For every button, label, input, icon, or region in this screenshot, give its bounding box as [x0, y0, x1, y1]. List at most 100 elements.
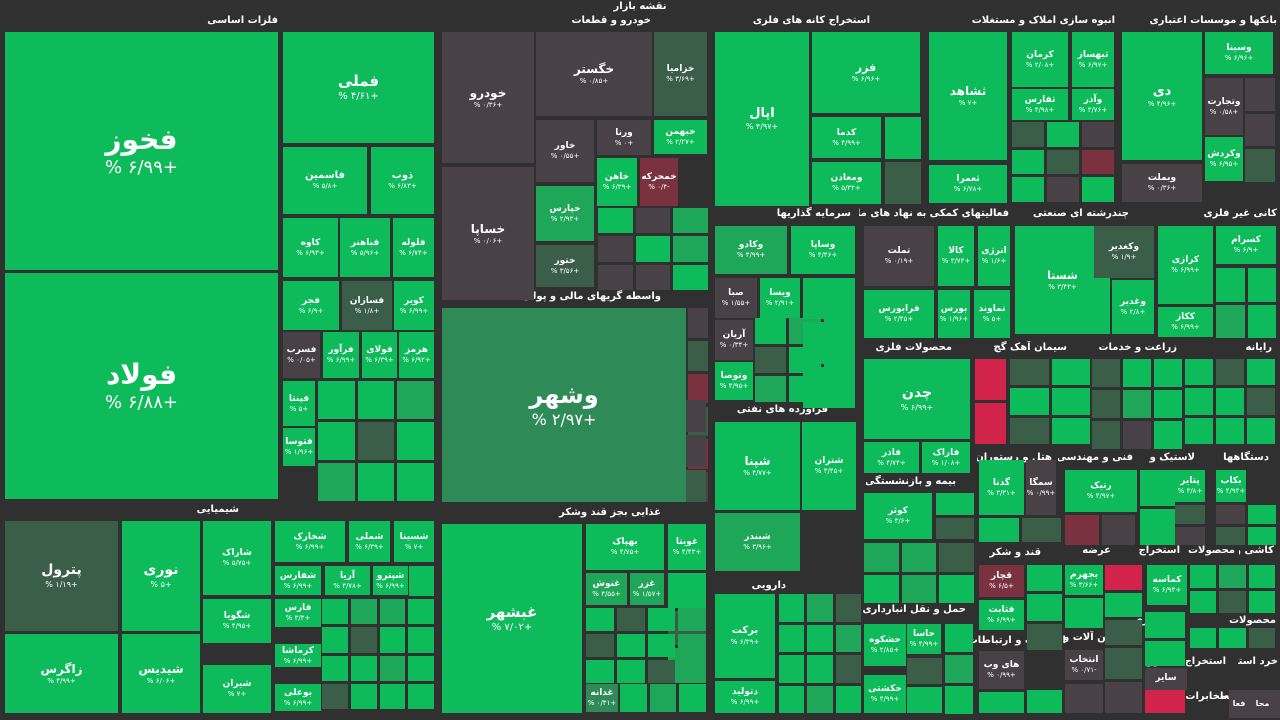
tile-فاراک[interactable]: فاراک +۱/۰۸ %: [922, 442, 970, 473]
tile-بوعلی[interactable]: بوعلی +۶/۹۹ %: [275, 684, 321, 711]
tile-small[interactable]: [979, 518, 1019, 542]
tile-ثفارس[interactable]: ثفارس +۴/۹۸ %: [1012, 89, 1068, 120]
tile-وشهر[interactable]: وشهر +۲/۹۷ %: [442, 308, 686, 502]
tile-شملی[interactable]: شملی +۶/۳۹ %: [349, 521, 390, 562]
tile-small[interactable]: [649, 684, 677, 712]
tile-وتجارت[interactable]: وتجارت +۰/۵۸ %: [1205, 78, 1243, 135]
tile-small[interactable]: [1047, 149, 1079, 175]
tile-پترول[interactable]: پترول +۱/۱۹ %: [5, 521, 118, 631]
tile-small[interactable]: [1092, 421, 1120, 449]
tile-فاسمین[interactable]: فاسمین +۵/۸ %: [283, 147, 367, 214]
tile-small[interactable]: [678, 634, 706, 657]
tile-small[interactable]: [1027, 690, 1062, 713]
tile-small[interactable]: [1145, 612, 1185, 638]
tile-small[interactable]: [1012, 177, 1044, 202]
tile-رتیک[interactable]: رتیک +۴/۹۷ %: [1065, 470, 1137, 512]
tile-small[interactable]: [1247, 417, 1275, 444]
tile-شاراک[interactable]: شاراک +۵/۷۵ %: [203, 521, 271, 595]
tile-small[interactable]: [379, 627, 406, 653]
tile-دی[interactable]: دی +۴/۹۶ %: [1122, 32, 1202, 160]
tile-وتوصا[interactable]: وتوصا +۴/۹۵ %: [715, 362, 753, 400]
tile-small[interactable]: [322, 627, 348, 653]
tile-small[interactable]: [807, 655, 833, 683]
tile-small[interactable]: [939, 543, 974, 572]
tile-فسرب[interactable]: فسرب +۰/۰۵ %: [283, 332, 320, 378]
tile-small[interactable]: [1123, 390, 1151, 418]
tile-small[interactable]: [803, 366, 855, 408]
tile-کماسه[interactable]: کماسه +۶/۹۴ %: [1147, 565, 1187, 605]
tile-small[interactable]: [1219, 590, 1246, 613]
tile-تماوند[interactable]: تماوند +۵ %: [974, 290, 1010, 338]
tile-غزر[interactable]: غزر +۱/۵۷ %: [630, 573, 664, 605]
tile-small[interactable]: [1051, 388, 1090, 415]
tile-فملی[interactable]: فملی +۴/۶۱ %: [283, 32, 434, 143]
tile-small[interactable]: [907, 687, 942, 713]
tile-small[interactable]: [1190, 590, 1217, 613]
tile-small[interactable]: [779, 655, 805, 683]
tile-خودرو[interactable]: خودرو +۰/۳۶ %: [442, 32, 534, 163]
tile-small[interactable]: [408, 655, 434, 681]
tile-small[interactable]: [1140, 470, 1175, 506]
tile-small[interactable]: [1065, 684, 1103, 713]
tile-small[interactable]: [1092, 390, 1120, 418]
tile-ککاز[interactable]: ککاز +۶/۹۹ %: [1158, 307, 1213, 337]
tile-small[interactable]: [1216, 505, 1245, 524]
tile-ثبهساز[interactable]: ثبهساز +۶/۹۷ %: [1072, 32, 1114, 87]
tile-محا[interactable]: محا: [1245, 690, 1280, 718]
tile-small[interactable]: [586, 608, 614, 631]
tile-صبا[interactable]: صبا +۱/۵۵ %: [715, 278, 757, 318]
tile-خاهن[interactable]: خاهن +۶/۳۹ %: [597, 158, 637, 206]
tile-فرآور[interactable]: فرآور +۶/۹۹ %: [323, 332, 359, 378]
tile-small[interactable]: [755, 376, 787, 402]
tile-پتایر[interactable]: پتایر +۳/۸ %: [1175, 470, 1205, 502]
tile-small[interactable]: [1175, 505, 1205, 524]
tile-small[interactable]: [1027, 594, 1062, 621]
tile-فلوله[interactable]: فلوله +۶/۷۴ %: [393, 218, 434, 277]
tile-small[interactable]: [408, 599, 434, 625]
tile-small[interactable]: [1012, 149, 1044, 175]
tile-small[interactable]: [322, 655, 348, 681]
tile-فسازان[interactable]: فسازان +۱/۸ %: [342, 281, 392, 330]
tile-small[interactable]: [616, 634, 645, 657]
tile-small[interactable]: [945, 686, 973, 714]
tile-small[interactable]: [673, 264, 708, 290]
tile-چدن[interactable]: چدن +۶/۹۹ %: [864, 359, 970, 439]
tile-small[interactable]: [616, 660, 645, 683]
tile-کسرام[interactable]: کسرام +۶/۹ %: [1216, 226, 1276, 264]
tile-کرمان[interactable]: کرمان +۲/۰۸ %: [1012, 32, 1068, 87]
tile-small[interactable]: [357, 422, 395, 460]
tile-خبهمن[interactable]: خبهمن +۲/۲۷ %: [654, 120, 707, 154]
tile-small[interactable]: [835, 685, 861, 713]
tile-small[interactable]: [1219, 565, 1246, 588]
tile-ومعادن[interactable]: ومعادن +۵/۳۲ %: [812, 162, 881, 204]
tile-small[interactable]: [1185, 417, 1213, 444]
tile-small[interactable]: [803, 322, 855, 364]
tile-small[interactable]: [1190, 565, 1217, 588]
tile-small[interactable]: [939, 574, 974, 603]
tile-small[interactable]: [1027, 623, 1062, 650]
tile-small[interactable]: [1216, 526, 1245, 545]
tile-وکردش[interactable]: وکردش +۶/۹۵ %: [1205, 137, 1243, 181]
tile-small[interactable]: [688, 340, 708, 371]
tile-small[interactable]: [673, 208, 708, 234]
tile-small[interactable]: [1105, 592, 1142, 618]
tile-small[interactable]: [1216, 388, 1244, 415]
tile-ذوب[interactable]: ذوب +۶/۸۳ %: [371, 147, 434, 214]
tile-small[interactable]: [635, 236, 671, 262]
tile-فتوسا[interactable]: فتوسا +۱/۹۶ %: [283, 428, 315, 466]
tile-small[interactable]: [647, 660, 676, 683]
tile-small[interactable]: [1216, 304, 1245, 338]
tile-small[interactable]: [1185, 359, 1213, 386]
tile-ویسا[interactable]: ویسا +۲/۹۱ %: [760, 278, 800, 318]
tile-حشکوه[interactable]: حشکوه +۲/۸۵ %: [864, 624, 906, 666]
tile-small[interactable]: [1105, 648, 1142, 679]
tile-کوثر[interactable]: کوثر +۳/۶ %: [864, 493, 932, 539]
tile-خپارس[interactable]: خپارس +۲/۹۳ %: [536, 186, 594, 241]
tile-small[interactable]: [779, 594, 805, 622]
tile-small[interactable]: [1248, 628, 1275, 648]
tile-شپنا[interactable]: شپنا +۴/۷۷ %: [715, 422, 800, 510]
tile-small[interactable]: [318, 422, 355, 460]
tile-فارس[interactable]: فارس +۳/۳ %: [275, 599, 321, 627]
tile-وساپا[interactable]: وساپا +۴/۴۶ %: [791, 226, 855, 274]
tile-وسینا[interactable]: وسینا +۶/۹۶ %: [1205, 32, 1273, 74]
